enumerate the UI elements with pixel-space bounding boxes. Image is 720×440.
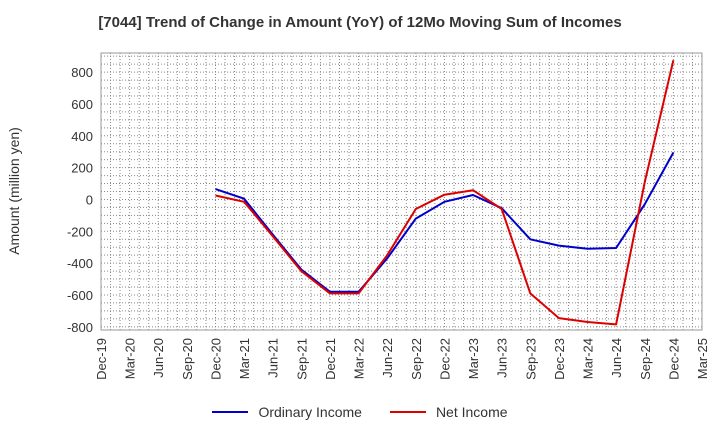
- x-tick-label: Jun-24: [609, 338, 624, 378]
- x-tick-label: Mar-21: [237, 338, 252, 379]
- series-line-ordinary-income: [215, 152, 675, 293]
- x-tick-label: Dec-23: [552, 338, 567, 380]
- series-line-net-income: [215, 59, 675, 326]
- x-tick-label: Mar-20: [123, 338, 138, 379]
- legend-label-ordinary-income: Ordinary Income: [258, 404, 362, 420]
- x-tick-label: Sep-23: [523, 338, 538, 380]
- legend-item-net-income: Net Income: [389, 404, 508, 420]
- y-tick-label: -400: [67, 256, 93, 271]
- y-tick-label: 200: [71, 161, 93, 176]
- x-tick-label: Jun-22: [380, 338, 395, 378]
- x-tick-label: Mar-23: [466, 338, 481, 379]
- plot-frame: [100, 52, 703, 331]
- x-tick-label: Sep-21: [294, 338, 309, 380]
- x-tick-label: Mar-25: [695, 338, 710, 379]
- x-tick-label: Jun-23: [495, 338, 510, 378]
- y-tick-label: 800: [71, 65, 93, 80]
- x-tick-label: Dec-21: [323, 338, 338, 380]
- x-tick-label: Dec-19: [94, 338, 109, 380]
- chart-legend: Ordinary Income Net Income: [0, 404, 720, 420]
- series-lines: [215, 59, 675, 326]
- x-tick-label: Mar-22: [352, 338, 367, 379]
- x-tick-label: Mar-24: [581, 338, 596, 379]
- y-axis-label: Amount (million yen): [6, 127, 22, 255]
- y-tick-label: -200: [67, 224, 93, 239]
- x-tick-label: Sep-24: [638, 338, 653, 380]
- y-tick-label: 400: [71, 129, 93, 144]
- y-tick-labels: -800 -600 -400 -200 0 200 400 600 800: [67, 65, 93, 335]
- y-tick-label: 600: [71, 97, 93, 112]
- legend-swatch-ordinary-income: [212, 411, 249, 413]
- x-tick-label: Jun-21: [266, 338, 281, 378]
- y-tick-label: -800: [67, 320, 93, 335]
- x-tick-label: Sep-20: [180, 338, 195, 380]
- legend-label-net-income: Net Income: [435, 404, 508, 420]
- x-tick-label: Dec-20: [208, 338, 223, 380]
- x-tick-label: Dec-22: [437, 338, 452, 380]
- x-tick-label: Sep-22: [409, 338, 424, 380]
- grid: [100, 53, 703, 330]
- legend-item-ordinary-income: Ordinary Income: [212, 404, 362, 420]
- y-tick-label: 0: [86, 192, 93, 207]
- x-tick-label: Dec-24: [666, 338, 681, 380]
- legend-swatch-net-income: [389, 411, 426, 413]
- chart-title: [7044] Trend of Change in Amount (YoY) o…: [98, 14, 622, 31]
- x-tick-label: Jun-20: [151, 338, 166, 378]
- x-tick-labels: Dec-19 Mar-20 Jun-20 Sep-20 Dec-20 Mar-21 Jun-…: [94, 338, 710, 380]
- y-tick-label: -600: [67, 288, 93, 303]
